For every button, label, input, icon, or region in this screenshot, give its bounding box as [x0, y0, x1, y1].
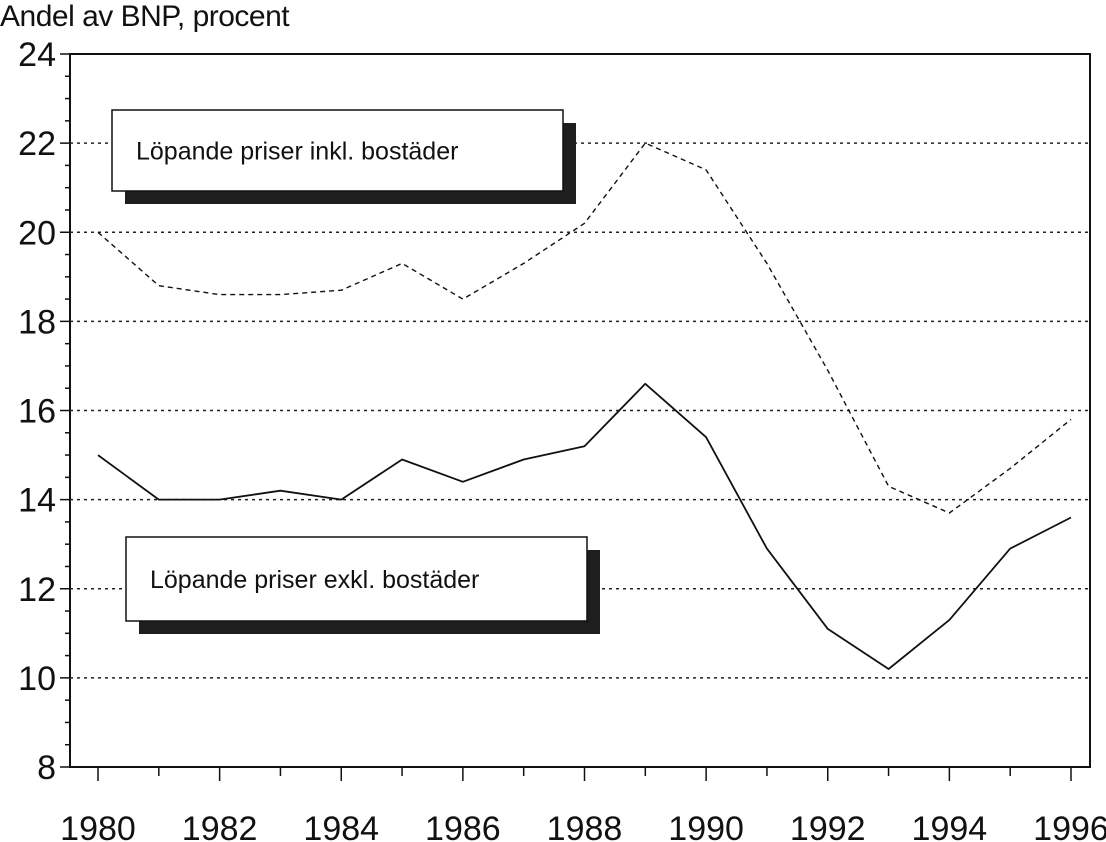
x-tick-label: 1994: [912, 810, 988, 842]
y-tick-label: 18: [18, 303, 56, 341]
legend-label: Löpande priser inkl. bostäder: [136, 138, 458, 166]
series-line-exkl: [97, 382, 1072, 670]
y-tick-label: 12: [18, 571, 56, 609]
x-tick-label: 1986: [425, 810, 501, 842]
legend-frame: [125, 536, 588, 622]
x-tick-label: 1990: [668, 810, 744, 842]
y-tick-label: 14: [18, 482, 56, 520]
x-tick-label: 1988: [547, 810, 623, 842]
series-line-inkl: [97, 142, 1072, 514]
legend-box-inkl: Löpande priser inkl. bostäder: [111, 109, 576, 204]
y-tick-label: 22: [18, 125, 56, 163]
x-tick-label: 1992: [790, 810, 866, 842]
y-axis-title: Andel av BNP, procent: [0, 0, 290, 33]
legend-frame: [111, 109, 564, 192]
x-tick-label: 1996: [1033, 810, 1106, 842]
legend-label: Löpande priser exkl. bostäder: [150, 566, 479, 594]
x-tick-label: 1980: [60, 810, 136, 842]
y-tick-label: 8: [37, 749, 56, 787]
y-tick-label: 24: [18, 36, 56, 74]
x-tick-label: 1984: [303, 810, 379, 842]
y-tick-label: 16: [18, 393, 56, 431]
y-tick-label: 20: [18, 214, 56, 252]
x-tick-label: 1982: [182, 810, 258, 842]
legend-box-exkl: Löpande priser exkl. bostäder: [125, 536, 600, 634]
y-tick-label: 10: [18, 660, 56, 698]
